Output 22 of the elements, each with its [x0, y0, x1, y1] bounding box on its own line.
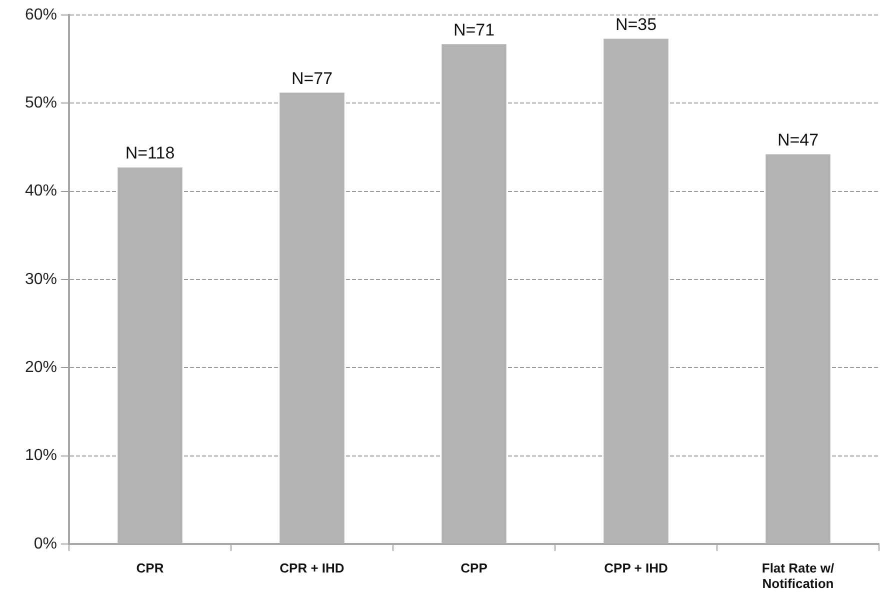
y-tick-label: 50% [24, 94, 57, 112]
bar [280, 92, 344, 544]
y-tick-label: 60% [24, 6, 57, 24]
x-tick-label: CPP + IHD [604, 560, 668, 576]
annotation: N=71 [453, 20, 495, 40]
annotation: N=35 [615, 14, 657, 34]
y-tick-label: 0% [34, 535, 57, 552]
x-tick-label: CPR [136, 560, 164, 576]
annotation: N=47 [777, 130, 819, 150]
y-tick-label: 20% [24, 359, 57, 376]
bar [118, 168, 182, 544]
x-tick-label: CPR + IHD [280, 560, 344, 576]
bar [442, 44, 506, 544]
y-tick-label: 40% [24, 182, 57, 200]
bar [766, 154, 830, 544]
x-tick-label: CPP [460, 560, 488, 576]
x-tick-label: Flat Rate w/ Notification [762, 560, 834, 591]
y-tick-label: 30% [24, 270, 57, 288]
y-tick-label: 10% [24, 447, 57, 464]
annotation: N=77 [291, 68, 333, 88]
annotation: N=118 [125, 144, 175, 163]
bar [604, 38, 668, 544]
